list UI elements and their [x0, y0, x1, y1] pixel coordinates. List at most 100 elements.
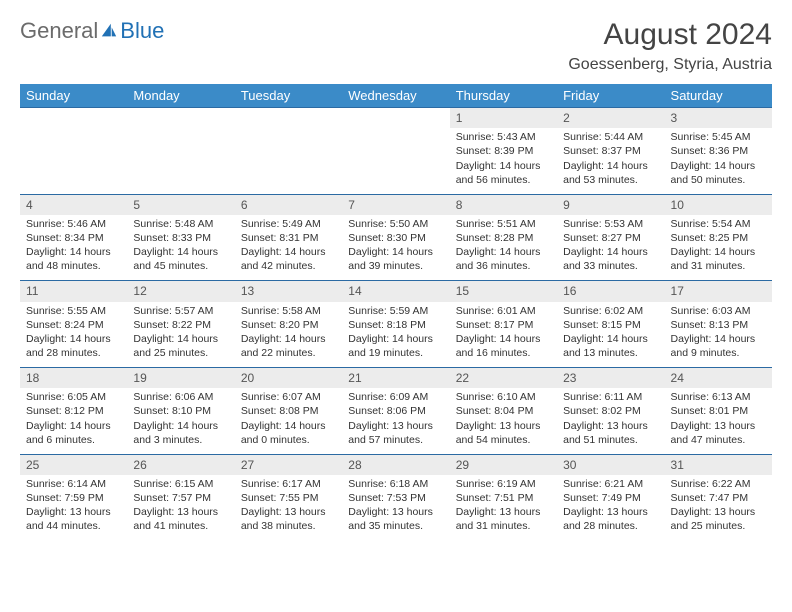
sunset-line: Sunset: 8:10 PM — [133, 404, 228, 418]
day-number-cell: 2 — [557, 108, 664, 129]
day-content-cell: Sunrise: 6:18 AMSunset: 7:53 PMDaylight:… — [342, 475, 449, 541]
sunrise-line: Sunrise: 5:50 AM — [348, 217, 443, 231]
logo: General Blue — [20, 18, 164, 44]
day-number-cell: 21 — [342, 368, 449, 389]
sunset-line: Sunset: 7:51 PM — [456, 491, 551, 505]
daylight-line: Daylight: 13 hours and 47 minutes. — [671, 419, 766, 447]
day-content-cell: Sunrise: 5:58 AMSunset: 8:20 PMDaylight:… — [235, 302, 342, 368]
sail-icon — [100, 22, 118, 40]
day-number-cell: 15 — [450, 281, 557, 302]
day-content-cell: Sunrise: 6:21 AMSunset: 7:49 PMDaylight:… — [557, 475, 664, 541]
day-number-row: 18192021222324 — [20, 368, 772, 389]
day-content-cell: Sunrise: 5:51 AMSunset: 8:28 PMDaylight:… — [450, 215, 557, 281]
day-number-cell: 4 — [20, 194, 127, 215]
sunset-line: Sunset: 7:57 PM — [133, 491, 228, 505]
sunset-line: Sunset: 8:27 PM — [563, 231, 658, 245]
day-content-row: Sunrise: 5:46 AMSunset: 8:34 PMDaylight:… — [20, 215, 772, 281]
sunrise-line: Sunrise: 6:15 AM — [133, 477, 228, 491]
sunrise-line: Sunrise: 6:01 AM — [456, 304, 551, 318]
sunrise-line: Sunrise: 5:48 AM — [133, 217, 228, 231]
day-content-cell: Sunrise: 5:49 AMSunset: 8:31 PMDaylight:… — [235, 215, 342, 281]
day-content-cell: Sunrise: 6:05 AMSunset: 8:12 PMDaylight:… — [20, 388, 127, 454]
day-content-cell: Sunrise: 6:11 AMSunset: 8:02 PMDaylight:… — [557, 388, 664, 454]
sunrise-line: Sunrise: 6:19 AM — [456, 477, 551, 491]
sunrise-line: Sunrise: 6:13 AM — [671, 390, 766, 404]
day-header: Sunday — [20, 84, 127, 108]
sunset-line: Sunset: 8:28 PM — [456, 231, 551, 245]
day-number-cell — [127, 108, 234, 129]
daylight-line: Daylight: 13 hours and 38 minutes. — [241, 505, 336, 533]
day-content-cell — [235, 128, 342, 194]
daylight-line: Daylight: 14 hours and 45 minutes. — [133, 245, 228, 273]
sunset-line: Sunset: 8:08 PM — [241, 404, 336, 418]
daylight-line: Daylight: 14 hours and 53 minutes. — [563, 159, 658, 187]
day-content-cell: Sunrise: 5:43 AMSunset: 8:39 PMDaylight:… — [450, 128, 557, 194]
sunrise-line: Sunrise: 5:43 AM — [456, 130, 551, 144]
day-number-cell — [235, 108, 342, 129]
daylight-line: Daylight: 13 hours and 31 minutes. — [456, 505, 551, 533]
sunset-line: Sunset: 7:59 PM — [26, 491, 121, 505]
title-block: August 2024 Goessenberg, Styria, Austria — [568, 18, 772, 74]
sunset-line: Sunset: 7:55 PM — [241, 491, 336, 505]
sunrise-line: Sunrise: 5:55 AM — [26, 304, 121, 318]
day-number-cell: 17 — [665, 281, 772, 302]
sunset-line: Sunset: 8:36 PM — [671, 144, 766, 158]
sunrise-line: Sunrise: 6:14 AM — [26, 477, 121, 491]
daylight-line: Daylight: 14 hours and 16 minutes. — [456, 332, 551, 360]
day-content-cell: Sunrise: 6:06 AMSunset: 8:10 PMDaylight:… — [127, 388, 234, 454]
sunrise-line: Sunrise: 6:02 AM — [563, 304, 658, 318]
day-number-cell — [342, 108, 449, 129]
daylight-line: Daylight: 14 hours and 33 minutes. — [563, 245, 658, 273]
daylight-line: Daylight: 14 hours and 25 minutes. — [133, 332, 228, 360]
sunset-line: Sunset: 8:37 PM — [563, 144, 658, 158]
day-content-cell: Sunrise: 5:48 AMSunset: 8:33 PMDaylight:… — [127, 215, 234, 281]
sunrise-line: Sunrise: 6:21 AM — [563, 477, 658, 491]
day-number-row: 45678910 — [20, 194, 772, 215]
day-header: Wednesday — [342, 84, 449, 108]
sunrise-line: Sunrise: 5:46 AM — [26, 217, 121, 231]
sunrise-line: Sunrise: 5:49 AM — [241, 217, 336, 231]
daylight-line: Daylight: 13 hours and 44 minutes. — [26, 505, 121, 533]
sunset-line: Sunset: 8:17 PM — [456, 318, 551, 332]
calendar-table: Sunday Monday Tuesday Wednesday Thursday… — [20, 84, 772, 541]
day-content-cell: Sunrise: 6:15 AMSunset: 7:57 PMDaylight:… — [127, 475, 234, 541]
day-number-cell: 5 — [127, 194, 234, 215]
sunrise-line: Sunrise: 6:17 AM — [241, 477, 336, 491]
daylight-line: Daylight: 14 hours and 39 minutes. — [348, 245, 443, 273]
sunset-line: Sunset: 8:12 PM — [26, 404, 121, 418]
sunset-line: Sunset: 8:22 PM — [133, 318, 228, 332]
day-content-cell: Sunrise: 6:07 AMSunset: 8:08 PMDaylight:… — [235, 388, 342, 454]
sunset-line: Sunset: 8:31 PM — [241, 231, 336, 245]
day-content-cell: Sunrise: 5:59 AMSunset: 8:18 PMDaylight:… — [342, 302, 449, 368]
sunrise-line: Sunrise: 6:07 AM — [241, 390, 336, 404]
day-content-row: Sunrise: 6:14 AMSunset: 7:59 PMDaylight:… — [20, 475, 772, 541]
day-content-cell: Sunrise: 6:03 AMSunset: 8:13 PMDaylight:… — [665, 302, 772, 368]
sunset-line: Sunset: 8:06 PM — [348, 404, 443, 418]
day-number-cell: 28 — [342, 454, 449, 475]
sunset-line: Sunset: 7:49 PM — [563, 491, 658, 505]
day-header: Thursday — [450, 84, 557, 108]
daylight-line: Daylight: 14 hours and 28 minutes. — [26, 332, 121, 360]
day-number-cell: 18 — [20, 368, 127, 389]
sunset-line: Sunset: 8:13 PM — [671, 318, 766, 332]
day-number-cell: 29 — [450, 454, 557, 475]
day-number-cell: 25 — [20, 454, 127, 475]
sunrise-line: Sunrise: 5:44 AM — [563, 130, 658, 144]
day-number-cell: 20 — [235, 368, 342, 389]
daylight-line: Daylight: 14 hours and 42 minutes. — [241, 245, 336, 273]
day-content-cell: Sunrise: 5:54 AMSunset: 8:25 PMDaylight:… — [665, 215, 772, 281]
daylight-line: Daylight: 13 hours and 41 minutes. — [133, 505, 228, 533]
day-content-row: Sunrise: 6:05 AMSunset: 8:12 PMDaylight:… — [20, 388, 772, 454]
day-number-cell: 13 — [235, 281, 342, 302]
sunrise-line: Sunrise: 5:58 AM — [241, 304, 336, 318]
daylight-line: Daylight: 13 hours and 54 minutes. — [456, 419, 551, 447]
day-number-cell: 6 — [235, 194, 342, 215]
day-number-cell: 10 — [665, 194, 772, 215]
day-number-row: 25262728293031 — [20, 454, 772, 475]
header: General Blue August 2024 Goessenberg, St… — [20, 18, 772, 74]
day-content-cell: Sunrise: 6:22 AMSunset: 7:47 PMDaylight:… — [665, 475, 772, 541]
day-number-cell: 1 — [450, 108, 557, 129]
daylight-line: Daylight: 14 hours and 13 minutes. — [563, 332, 658, 360]
daylight-line: Daylight: 14 hours and 19 minutes. — [348, 332, 443, 360]
day-number-cell: 12 — [127, 281, 234, 302]
